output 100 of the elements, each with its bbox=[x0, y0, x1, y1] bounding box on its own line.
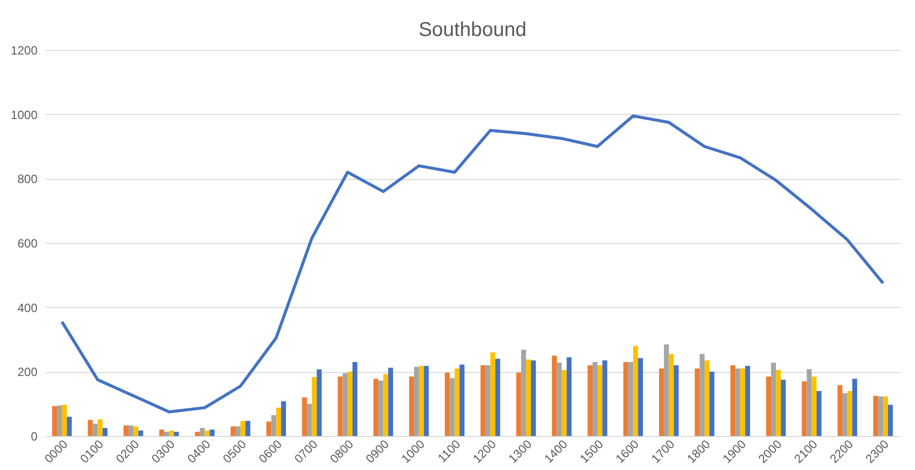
bar bbox=[842, 393, 848, 436]
bar bbox=[266, 422, 272, 436]
bar bbox=[806, 369, 812, 436]
bar bbox=[378, 380, 384, 436]
y-tick-label: 1200 bbox=[10, 44, 38, 58]
bar bbox=[240, 420, 246, 436]
bar bbox=[302, 397, 307, 436]
bar bbox=[664, 344, 669, 436]
bar bbox=[102, 428, 108, 436]
bar bbox=[348, 372, 352, 436]
bar bbox=[194, 432, 200, 436]
bar bbox=[888, 404, 893, 436]
bar bbox=[138, 430, 144, 436]
bar bbox=[668, 354, 674, 436]
bar bbox=[450, 378, 455, 436]
bar bbox=[66, 416, 72, 436]
bar bbox=[628, 362, 634, 436]
bar bbox=[230, 426, 236, 436]
bar bbox=[766, 376, 772, 436]
chart-title: Southbound bbox=[418, 19, 526, 41]
y-tick-label: 200 bbox=[17, 365, 38, 380]
bar bbox=[495, 358, 500, 436]
bar bbox=[444, 372, 450, 436]
bar bbox=[623, 362, 628, 436]
bar bbox=[316, 369, 322, 436]
y-tick-label: 800 bbox=[17, 172, 38, 186]
bar bbox=[883, 396, 888, 436]
bar bbox=[602, 360, 608, 436]
bar bbox=[174, 432, 179, 436]
bar bbox=[838, 385, 842, 436]
bar bbox=[312, 377, 317, 436]
bar bbox=[735, 368, 740, 436]
bar bbox=[352, 362, 358, 436]
bar bbox=[373, 378, 378, 436]
bar bbox=[342, 373, 348, 436]
bar bbox=[204, 430, 210, 436]
bar bbox=[740, 368, 746, 436]
bar bbox=[530, 360, 536, 436]
bar bbox=[638, 358, 643, 436]
bar bbox=[454, 368, 460, 436]
bar bbox=[516, 372, 522, 436]
bar bbox=[704, 360, 710, 436]
bar bbox=[383, 374, 388, 436]
bar bbox=[633, 346, 638, 436]
bar bbox=[730, 365, 736, 436]
bar bbox=[128, 425, 134, 436]
bar bbox=[592, 362, 598, 436]
bar bbox=[526, 359, 531, 436]
bar bbox=[552, 356, 557, 436]
bar bbox=[490, 352, 496, 436]
bar bbox=[776, 370, 781, 436]
line-series bbox=[60, 114, 885, 414]
bar bbox=[276, 408, 282, 436]
y-tick-label: 1000 bbox=[10, 108, 38, 122]
bar bbox=[424, 366, 429, 436]
bar bbox=[200, 428, 205, 436]
bar bbox=[556, 362, 562, 436]
bar bbox=[597, 365, 602, 436]
bar bbox=[709, 372, 714, 436]
bar bbox=[485, 365, 490, 436]
bar bbox=[62, 404, 67, 436]
bar bbox=[409, 376, 414, 436]
bar bbox=[414, 366, 419, 436]
bar bbox=[388, 368, 394, 436]
bar bbox=[281, 401, 286, 436]
bar bbox=[164, 432, 170, 436]
bar bbox=[159, 430, 164, 436]
bar bbox=[847, 390, 852, 436]
bar bbox=[418, 366, 424, 436]
bar bbox=[562, 370, 567, 436]
bar bbox=[271, 415, 276, 436]
bar bbox=[694, 368, 700, 436]
bar bbox=[245, 420, 250, 436]
bar bbox=[52, 406, 58, 436]
bar bbox=[98, 419, 103, 436]
bar bbox=[521, 350, 526, 436]
bar bbox=[802, 381, 807, 436]
bar bbox=[169, 430, 174, 436]
y-tick-label: 0 bbox=[30, 430, 38, 444]
bar bbox=[674, 365, 679, 436]
y-tick-label: 600 bbox=[17, 236, 38, 250]
bar bbox=[771, 362, 776, 436]
bar bbox=[700, 354, 705, 436]
bar bbox=[780, 380, 786, 436]
bar bbox=[133, 426, 138, 436]
bar bbox=[659, 368, 664, 436]
bar bbox=[92, 424, 98, 436]
bar bbox=[460, 364, 464, 436]
bar bbox=[57, 405, 62, 436]
bar bbox=[878, 396, 884, 436]
bar bbox=[816, 390, 822, 436]
bar bbox=[88, 420, 93, 436]
bar bbox=[306, 404, 312, 436]
bar bbox=[236, 426, 240, 436]
bar bbox=[852, 378, 858, 436]
bar bbox=[812, 376, 817, 436]
bar bbox=[338, 376, 343, 436]
bar bbox=[566, 357, 572, 436]
bar bbox=[745, 366, 750, 436]
y-tick-label: 400 bbox=[17, 300, 38, 315]
